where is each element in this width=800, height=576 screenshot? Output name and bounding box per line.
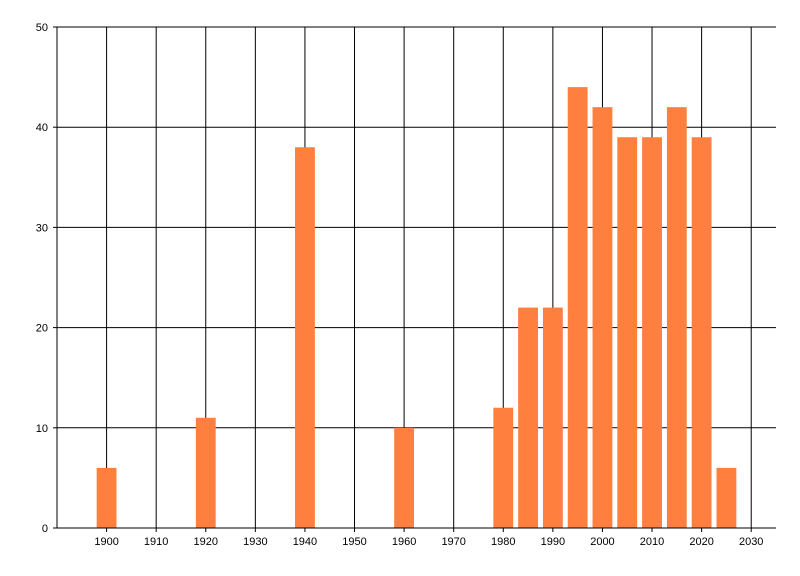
bar [542, 307, 563, 528]
bars [96, 87, 737, 529]
x-tick-label: 1990 [541, 536, 565, 548]
bar [493, 407, 514, 528]
bar [642, 137, 662, 528]
tick-labels: 1900 1910 1920 1930 1940 1950 1960 1970 1980 1990… [36, 22, 764, 548]
x-tick-label: 1910 [144, 536, 168, 548]
y-tick-label: 50 [36, 22, 48, 34]
bar [691, 137, 712, 528]
bar [567, 87, 588, 529]
y-tick-label: 10 [36, 423, 48, 435]
bar [96, 467, 117, 528]
x-tick-label: 1950 [342, 536, 366, 548]
x-tick-label: 2000 [590, 536, 614, 548]
x-tick-label: 1960 [392, 536, 416, 548]
bar [295, 147, 315, 529]
x-tick-label: 1900 [94, 536, 118, 548]
bar [617, 137, 638, 528]
x-tick-label: 1940 [293, 536, 317, 548]
y-tick-label: 30 [36, 222, 48, 234]
bar [394, 427, 415, 528]
bar [195, 417, 216, 528]
x-tick-label: 1930 [243, 536, 267, 548]
x-tick-label: 1980 [491, 536, 515, 548]
x-tick-label: 1970 [441, 536, 465, 548]
y-tick-label: 40 [36, 122, 48, 134]
x-tick-label: 2030 [739, 536, 763, 548]
x-tick-label: 2020 [689, 536, 713, 548]
bar [666, 107, 687, 528]
x-tick-label: 1920 [194, 536, 218, 548]
bar [592, 107, 613, 528]
x-tick-label: 2010 [640, 536, 664, 548]
bar [518, 307, 538, 528]
y-tick-label: 20 [36, 323, 48, 335]
bar [716, 467, 737, 528]
y-tick-label: 0 [42, 523, 48, 535]
axes [53, 26, 776, 532]
